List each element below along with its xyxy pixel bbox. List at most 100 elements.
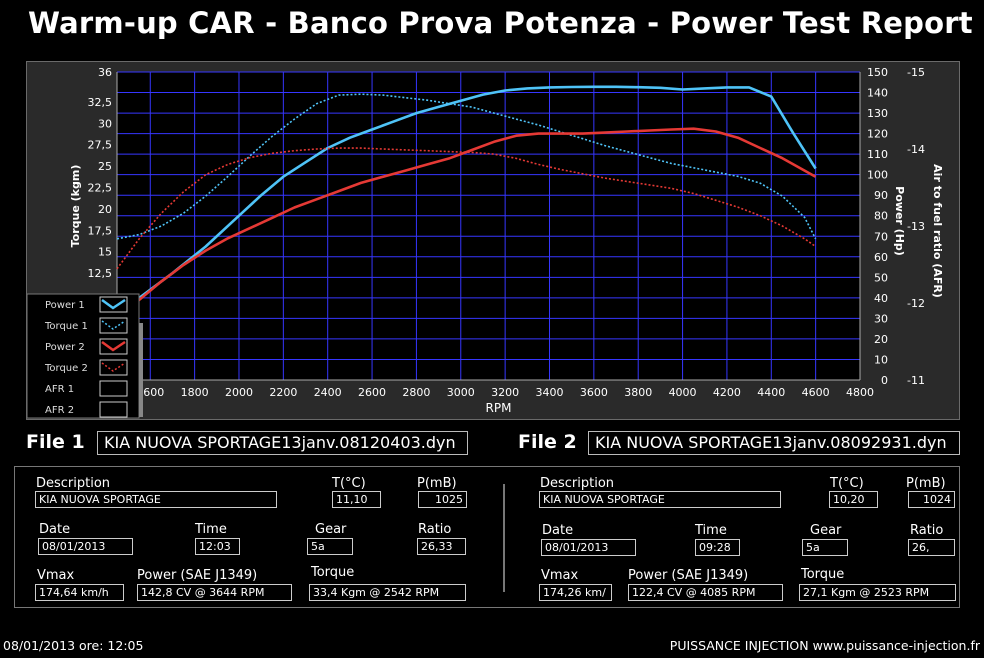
test2-torque-field: 27,1 Kgm @ 2523 RPM bbox=[799, 584, 956, 601]
legend-line-sample bbox=[101, 362, 126, 372]
legend-swatch bbox=[99, 317, 128, 334]
test1-temp-label: T(°C) bbox=[332, 476, 366, 491]
torque-tick-label: 27,5 bbox=[88, 139, 113, 152]
x-tick-label: 3400 bbox=[535, 386, 563, 399]
dyno-chart-panel: 1600 1800 2000 2200 2400 2600 2800 3000 3200 3400… bbox=[26, 61, 960, 420]
legend-swatch bbox=[99, 338, 128, 355]
test2-gear-field: 5a bbox=[802, 539, 848, 556]
test1-torque-label: Torque bbox=[311, 565, 355, 580]
x-tick-label: 2400 bbox=[314, 386, 342, 399]
legend-swatch bbox=[99, 380, 128, 397]
power-tick-label: 120 bbox=[867, 128, 888, 141]
legend-label: AFR 1 bbox=[45, 384, 74, 395]
test1-date-field: 08/01/2013 bbox=[38, 538, 133, 555]
test1-time-label: Time bbox=[195, 522, 227, 537]
test1-ratio-label: Ratio bbox=[418, 522, 452, 537]
test2-time-label: Time bbox=[695, 523, 727, 538]
x-tick-label: 3600 bbox=[580, 386, 608, 399]
test2-ratio-label: Ratio bbox=[910, 523, 944, 538]
test2-torque-label: Torque bbox=[801, 567, 845, 582]
test2-date-label: Date bbox=[542, 523, 574, 538]
power-tick-label: 50 bbox=[874, 271, 888, 284]
test2-vmax-label: Vmax bbox=[541, 568, 579, 583]
plot-area bbox=[117, 72, 860, 380]
legend-box bbox=[27, 293, 140, 419]
x-tick-label: 2200 bbox=[269, 386, 297, 399]
torque-tick-label: 30 bbox=[98, 117, 112, 130]
test1-ratio-field: 26,33 bbox=[417, 538, 466, 555]
file1-name-field: KIA NUOVA SPORTAGE13janv.08120403.dyn bbox=[97, 431, 468, 455]
power-tick-label: 150 bbox=[867, 66, 888, 79]
torque-tick-label: 17,5 bbox=[88, 224, 113, 237]
test1-description-field: KIA NUOVA SPORTAGE bbox=[35, 491, 277, 508]
torque-axis-title: Torque (kgm) bbox=[69, 165, 82, 248]
x-tick-label: 4800 bbox=[846, 386, 874, 399]
torque-tick-label: 32,5 bbox=[88, 96, 113, 109]
afr-tick-label: -14 bbox=[907, 143, 925, 156]
test2-time-field: 09:28 bbox=[695, 539, 740, 556]
x-tick-label: 4400 bbox=[757, 386, 785, 399]
power-tick-label: 10 bbox=[874, 353, 888, 366]
power-tick-label: 100 bbox=[867, 169, 888, 182]
legend-swatch bbox=[99, 401, 128, 418]
power-tick-label: 70 bbox=[874, 230, 888, 243]
power-tick-label: 110 bbox=[867, 148, 888, 161]
power-axis-title: Power (Hp) bbox=[893, 186, 906, 256]
test2-temp-label: T(°C) bbox=[830, 476, 864, 491]
x-tick-label: 4600 bbox=[802, 386, 830, 399]
x-tick-label: 1800 bbox=[181, 386, 209, 399]
torque-tick-label: 22,5 bbox=[88, 182, 113, 195]
test1-date-label: Date bbox=[39, 522, 71, 537]
power-tick-label: 60 bbox=[874, 251, 888, 264]
legend-line-sample bbox=[101, 320, 126, 330]
x-tick-label: 3800 bbox=[624, 386, 652, 399]
legend-label: Torque 2 bbox=[44, 363, 88, 374]
legend-line-sample bbox=[101, 340, 126, 352]
torque-tick-label: 15 bbox=[98, 246, 112, 259]
test2-temp-field: 10,20 bbox=[829, 491, 878, 508]
x-axis-title: RPM bbox=[486, 401, 512, 415]
power-tick-label: 20 bbox=[874, 333, 888, 346]
test2-power-label: Power (SAE J1349) bbox=[628, 568, 749, 583]
x-tick-label: 2800 bbox=[402, 386, 430, 399]
afr-tick-label: -13 bbox=[907, 220, 925, 233]
test1-description-label: Description bbox=[36, 476, 111, 491]
legend-swatch bbox=[99, 296, 128, 313]
legend-line-sample bbox=[101, 298, 126, 310]
test2-power-field: 122,4 CV @ 4085 RPM bbox=[628, 584, 783, 601]
series-line-power-2 bbox=[116, 127, 817, 320]
legend-label: AFR 2 bbox=[45, 405, 74, 416]
test1-temp-field: 11,10 bbox=[332, 491, 381, 508]
power-tick-label: 0 bbox=[881, 374, 888, 387]
test2-description-label: Description bbox=[540, 476, 615, 491]
file2-label: File 2 bbox=[518, 431, 577, 453]
legend-label: Torque 1 bbox=[44, 321, 88, 332]
test1-vmax-label: Vmax bbox=[37, 568, 75, 583]
x-tick-label: 1600 bbox=[136, 386, 164, 399]
power-tick-label: 30 bbox=[874, 312, 888, 325]
test1-power-label: Power (SAE J1349) bbox=[137, 568, 258, 583]
afr-tick-label: -11 bbox=[907, 374, 925, 387]
power-tick-label: 130 bbox=[867, 107, 888, 120]
power-tick-label: 90 bbox=[874, 189, 888, 202]
legend-label: Power 2 bbox=[45, 342, 85, 353]
afr-tick-label: -15 bbox=[907, 66, 925, 79]
test1-power-field: 142,8 CV @ 3644 RPM bbox=[137, 584, 292, 601]
power-tick-label: 140 bbox=[867, 87, 888, 100]
torque-tick-label: 36 bbox=[98, 66, 112, 79]
x-tick-label: 3000 bbox=[447, 386, 475, 399]
x-tick-label: 4000 bbox=[669, 386, 697, 399]
test2-pressure-field: 1024 bbox=[908, 491, 955, 508]
test2-ratio-field: 26, bbox=[908, 539, 955, 556]
legend-scrollbar bbox=[139, 323, 143, 417]
test2-pressure-label: P(mB) bbox=[906, 476, 946, 491]
series-line-torque-2 bbox=[116, 147, 817, 270]
power-tick-label: 80 bbox=[874, 210, 888, 223]
test1-gear-label: Gear bbox=[315, 522, 347, 537]
x-tick-label: 2600 bbox=[358, 386, 386, 399]
legend-swatch bbox=[99, 359, 128, 376]
file1-label: File 1 bbox=[26, 431, 85, 453]
torque-tick-label: 25 bbox=[98, 160, 112, 173]
test-details-panel bbox=[14, 466, 960, 608]
test2-gear-label: Gear bbox=[810, 523, 842, 538]
